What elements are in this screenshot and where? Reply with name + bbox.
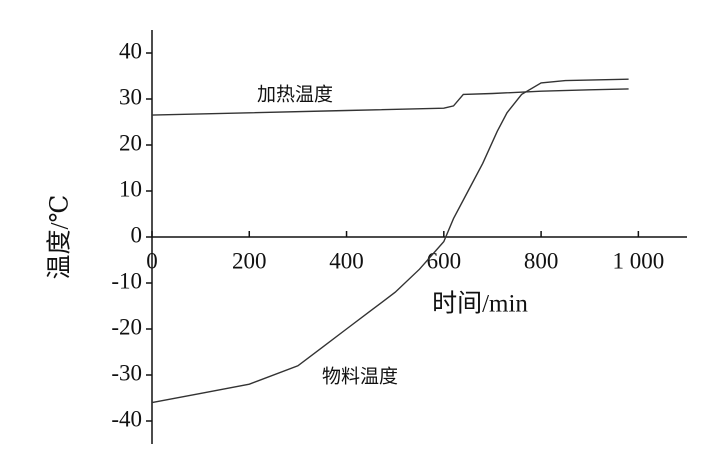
- y-tick-label: -10: [111, 268, 142, 293]
- y-tick-label: 0: [131, 222, 143, 247]
- y-tick-label: 10: [119, 176, 142, 201]
- x-tick-label: 400: [329, 248, 364, 273]
- x-tick-label: 200: [232, 248, 267, 273]
- series-annotation: 加热温度: [257, 84, 333, 106]
- x-tick-label: 600: [427, 248, 462, 273]
- y-tick-label: 30: [119, 84, 142, 109]
- y-axis-title: 温度/℃: [46, 195, 74, 280]
- data-line: [151, 78, 629, 404]
- x-tick-label: 1 000: [612, 248, 664, 273]
- data-line: [151, 88, 629, 116]
- y-tick-label: 40: [119, 38, 142, 63]
- series-annotation: 物料温度: [322, 366, 398, 388]
- y-tick-label: 20: [119, 130, 142, 155]
- x-tick-label: 800: [524, 248, 559, 273]
- x-axis-title: 时间/min: [432, 290, 528, 318]
- x-tick-label: 0: [146, 248, 158, 273]
- y-tick-label: -20: [111, 314, 142, 339]
- y-tick-label: -30: [111, 360, 142, 385]
- y-tick-label: -40: [111, 406, 142, 431]
